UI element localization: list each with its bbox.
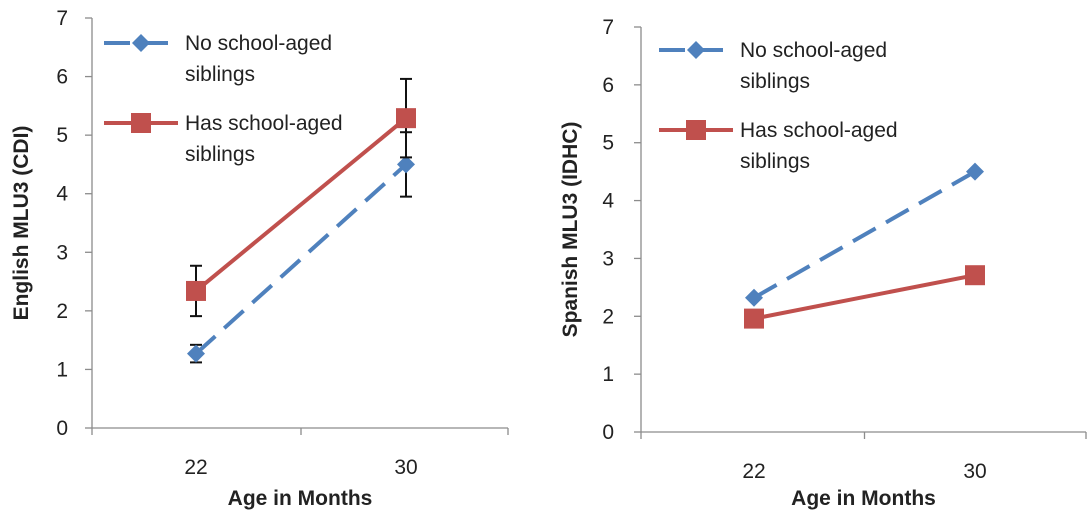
legend-label: siblings [740,150,810,173]
legend-label: Has school-aged [740,119,898,142]
x-tick-label: 22 [742,460,765,483]
axes [640,27,1086,433]
y-tick-label: 2 [602,305,614,328]
y-tick-label: 1 [602,363,614,386]
legend-label: siblings [740,70,810,93]
legend-entry-2: Has school-aged siblings [659,119,898,173]
legend-marker [132,34,150,52]
legend-entry-2: Has school-aged siblings [104,112,343,166]
chart-panel-1: 0 1 2 3 4 5 6 7 22 30 Age in Months English MLU3 (C… [10,7,509,510]
y-tick-label: 6 [602,74,614,97]
legend-marker [687,41,705,59]
y-tick-label: 2 [56,300,68,323]
y-tick-label: 7 [56,7,68,30]
y-tick-label: 7 [602,16,614,39]
legend-label: siblings [185,143,255,166]
series-line [194,162,408,356]
axes [91,18,508,429]
series-1 [745,162,984,307]
y-tick-label: 0 [56,417,68,440]
x-tick-label: 30 [394,456,417,479]
legend-label: siblings [185,63,255,86]
series-line [753,273,976,321]
legend-marker [131,113,151,133]
legend-entry-1: No school-aged siblings [104,32,332,86]
series-line [194,116,408,293]
y-tick-label: 0 [602,421,614,444]
legend-label: Has school-aged [185,112,343,135]
legend-label: No school-aged [740,39,887,62]
y-tick-label: 5 [602,132,614,155]
data-point [745,288,763,307]
data-point [186,280,206,301]
series-2 [744,265,985,329]
legend-label: No school-aged [185,32,332,55]
x-axis-title: Age in Months [791,487,936,510]
legend-marker [686,120,706,140]
data-point [396,108,416,129]
data-point [966,162,984,181]
y-tick-label: 5 [56,124,68,147]
series-line [753,169,976,300]
y-tick-label: 3 [602,247,614,270]
x-tick-label: 22 [184,456,207,479]
y-tick-label: 3 [56,241,68,264]
series-1 [187,131,415,364]
y-tick-label: 4 [56,183,68,206]
series-2 [186,77,416,318]
x-axis-title: Age in Months [228,487,373,510]
y-tick-label: 4 [602,190,614,213]
chart-panel-2: 0 1 2 3 4 5 6 7 22 30 Age in Months Spanish MLU3 (I… [559,16,1087,510]
data-point [397,155,415,174]
data-point [965,265,985,286]
x-tick-label: 30 [963,460,986,483]
data-point [187,344,205,363]
y-axis-title: English MLU3 (CDI) [10,126,33,321]
data-point [744,308,764,329]
legend-entry-1: No school-aged siblings [659,39,887,93]
y-tick-label: 1 [56,358,68,381]
y-tick-label: 6 [56,66,68,89]
y-axis-title: Spanish MLU3 (IDHC) [559,122,582,338]
